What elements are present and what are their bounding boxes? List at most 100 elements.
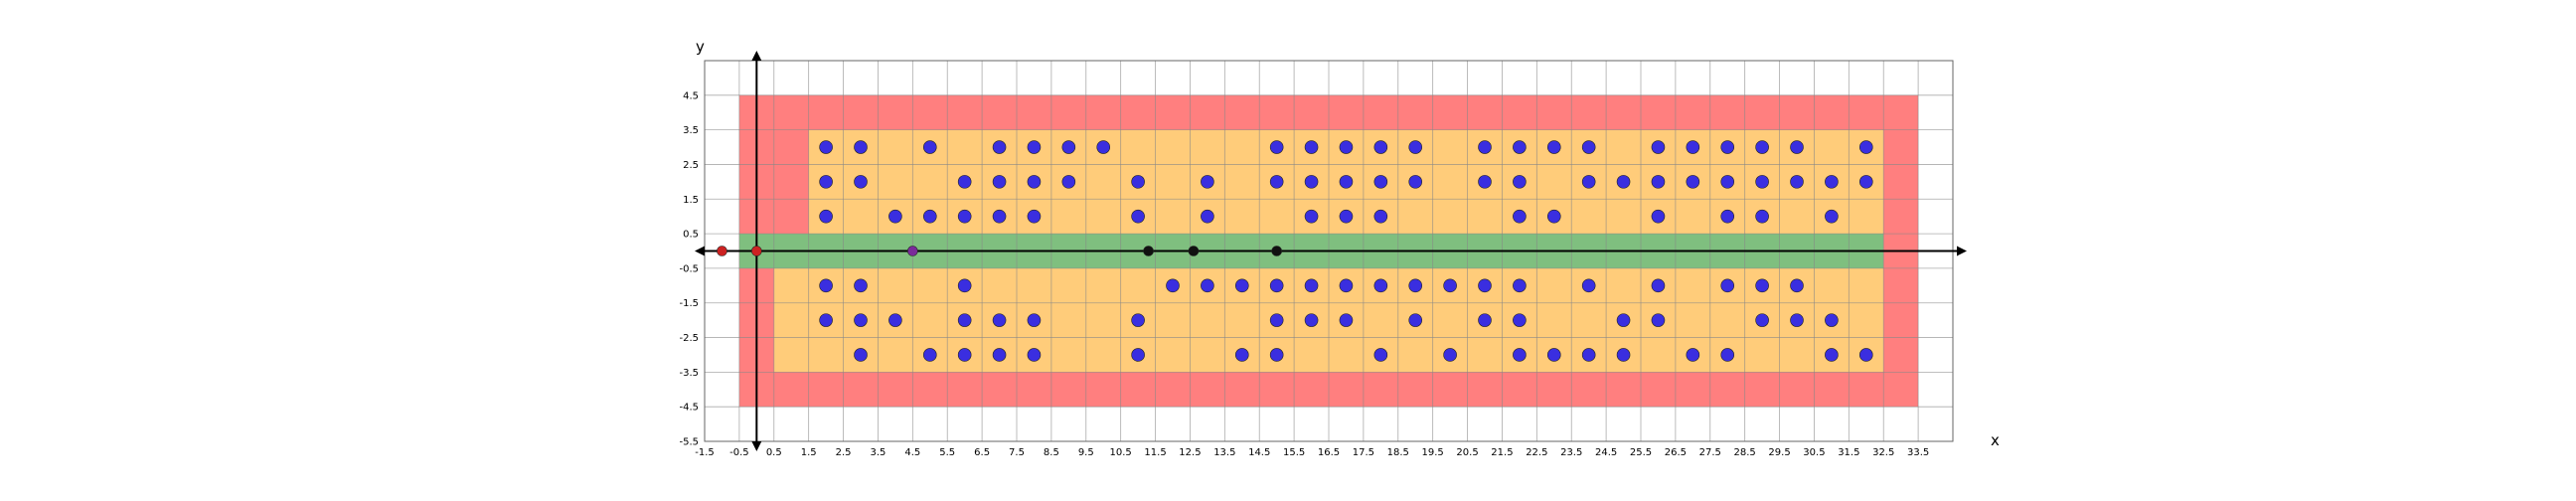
blue-point bbox=[1373, 348, 1388, 362]
blue-point bbox=[819, 313, 833, 327]
blue-point bbox=[1720, 278, 1735, 293]
x-tick-label: 7.5 bbox=[1009, 447, 1025, 458]
blue-point bbox=[1858, 175, 1873, 189]
x-tick-label: 1.5 bbox=[801, 447, 817, 458]
blue-point bbox=[854, 175, 868, 189]
blue-point bbox=[922, 140, 937, 154]
blue-point bbox=[1825, 348, 1839, 362]
blue-point bbox=[1027, 348, 1042, 362]
blue-point bbox=[992, 348, 1007, 362]
x-tick-label: 0.5 bbox=[766, 447, 782, 458]
blue-point bbox=[854, 313, 868, 327]
x-tick-label: 8.5 bbox=[1044, 447, 1059, 458]
y-tick-label: -0.5 bbox=[679, 263, 699, 274]
blue-point bbox=[1513, 348, 1527, 362]
blue-point bbox=[1339, 209, 1354, 224]
blue-point bbox=[1720, 348, 1735, 362]
blue-point bbox=[1304, 140, 1319, 154]
blue-point bbox=[1581, 140, 1596, 154]
blue-point bbox=[854, 140, 868, 154]
blue-point bbox=[1478, 313, 1492, 327]
y-tick-label: 2.5 bbox=[683, 160, 699, 171]
blue-point bbox=[992, 140, 1007, 154]
x-axis-arrow-left bbox=[695, 246, 705, 256]
blue-point bbox=[1790, 175, 1804, 189]
blue-point bbox=[1408, 175, 1423, 189]
x-tick-label: 29.5 bbox=[1768, 447, 1790, 458]
blue-point bbox=[1755, 175, 1769, 189]
x-tick-label: 21.5 bbox=[1491, 447, 1513, 458]
y-tick-label: -4.5 bbox=[679, 403, 699, 414]
blue-point bbox=[854, 278, 868, 293]
blue-point bbox=[992, 313, 1007, 327]
blue-point bbox=[1131, 313, 1145, 327]
x-axis-arrow-right bbox=[1957, 246, 1967, 256]
blue-point bbox=[1131, 209, 1145, 224]
blue-point bbox=[1790, 278, 1804, 293]
x-tick-label: 6.5 bbox=[974, 447, 990, 458]
blue-point bbox=[1234, 278, 1249, 293]
blue-point bbox=[1373, 140, 1388, 154]
blue-point bbox=[1478, 175, 1492, 189]
x-tick-label: 3.5 bbox=[870, 447, 886, 458]
blue-point bbox=[1201, 175, 1214, 189]
blue-point bbox=[1269, 278, 1284, 293]
blue-point bbox=[1686, 175, 1700, 189]
blue-point bbox=[1825, 175, 1839, 189]
x-tick-label: 26.5 bbox=[1665, 447, 1687, 458]
x-tick-label: 31.5 bbox=[1838, 447, 1859, 458]
x-tick-label: 15.5 bbox=[1283, 447, 1305, 458]
blue-point bbox=[1339, 140, 1354, 154]
blue-point bbox=[957, 175, 972, 189]
y-axis-arrow-down bbox=[751, 441, 762, 451]
blue-point bbox=[1581, 278, 1596, 293]
blue-point bbox=[1096, 140, 1111, 154]
blue-point bbox=[1443, 348, 1457, 362]
blue-point bbox=[1269, 348, 1284, 362]
x-tick-label: -1.5 bbox=[695, 447, 715, 458]
blue-point bbox=[1616, 348, 1631, 362]
x-tick-label: 4.5 bbox=[904, 447, 920, 458]
blue-point bbox=[1546, 348, 1561, 362]
blue-point bbox=[1581, 348, 1596, 362]
y-tick-label: 3.5 bbox=[683, 125, 699, 136]
blue-point bbox=[1478, 140, 1492, 154]
blue-point bbox=[1546, 209, 1561, 224]
blue-point bbox=[1408, 140, 1423, 154]
x-tick-label: 20.5 bbox=[1456, 447, 1478, 458]
blue-point bbox=[957, 313, 972, 327]
blue-point bbox=[1825, 209, 1839, 224]
x-axis-label: x bbox=[1991, 431, 2000, 449]
blue-point bbox=[1651, 278, 1666, 293]
blue-point bbox=[1339, 313, 1354, 327]
blue-point bbox=[1790, 140, 1804, 154]
blue-point bbox=[1858, 348, 1873, 362]
x-tick-label: 16.5 bbox=[1318, 447, 1340, 458]
blue-point bbox=[1513, 140, 1527, 154]
x-tick-label: 18.5 bbox=[1387, 447, 1409, 458]
tick-labels-layer: -1.5 -0.5 0.5 1.5 2.5 3.5 4.5 5.5 6.5 7.5 8.5 9.5 10… bbox=[679, 90, 1929, 458]
blue-point bbox=[1513, 313, 1527, 327]
blue-point bbox=[1269, 313, 1284, 327]
blue-point bbox=[1269, 175, 1284, 189]
blue-point bbox=[1339, 278, 1354, 293]
blue-point bbox=[1201, 209, 1214, 224]
blue-point bbox=[1755, 140, 1769, 154]
blue-point bbox=[1651, 175, 1666, 189]
blue-point bbox=[1825, 313, 1839, 327]
x-tick-label: 19.5 bbox=[1422, 447, 1444, 458]
x-tick-label: 23.5 bbox=[1560, 447, 1582, 458]
blue-point bbox=[1755, 313, 1769, 327]
blue-point bbox=[1201, 278, 1214, 293]
x-tick-label: 30.5 bbox=[1803, 447, 1825, 458]
blue-point bbox=[992, 175, 1007, 189]
red-point bbox=[717, 246, 727, 256]
x-tick-label: 14.5 bbox=[1248, 447, 1270, 458]
blue-point bbox=[1720, 140, 1735, 154]
blue-point bbox=[1027, 313, 1042, 327]
blue-point bbox=[1373, 175, 1388, 189]
x-tick-label: 24.5 bbox=[1595, 447, 1617, 458]
blue-point bbox=[819, 175, 833, 189]
blue-point bbox=[1443, 278, 1457, 293]
